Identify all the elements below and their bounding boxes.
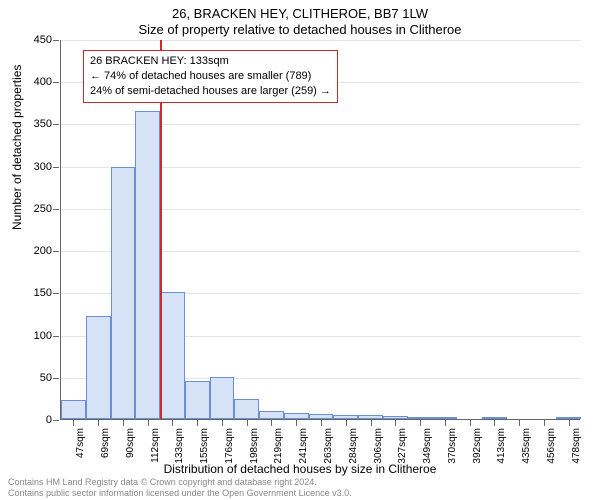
x-tick: [172, 420, 173, 426]
x-axis-title: Distribution of detached houses by size …: [0, 462, 600, 476]
histogram-bar: [383, 416, 408, 419]
y-tick: [53, 40, 59, 41]
x-tick: [470, 420, 471, 426]
annotation-line: 24% of semi-detached houses are larger (…: [90, 84, 331, 99]
histogram-bar: [333, 415, 358, 419]
annotation-line: ← 74% of detached houses are smaller (78…: [90, 69, 331, 84]
histogram-bar: [309, 414, 334, 419]
x-tick: [98, 420, 99, 426]
x-tick: [73, 420, 74, 426]
y-tick: [53, 167, 59, 168]
histogram-bar: [358, 415, 383, 419]
chart-title-address: 26, BRACKEN HEY, CLITHEROE, BB7 1LW: [0, 6, 600, 21]
histogram-bar: [556, 417, 581, 419]
y-tick-label: 100: [34, 330, 52, 342]
x-tick: [148, 420, 149, 426]
histogram-bar: [135, 111, 160, 419]
x-tick: [371, 420, 372, 426]
y-tick: [53, 82, 59, 83]
y-tick-label: 50: [40, 372, 52, 384]
histogram-bar: [185, 381, 210, 419]
histogram-bar: [234, 399, 259, 419]
annotation-box: 26 BRACKEN HEY: 133sqm← 74% of detached …: [83, 50, 338, 103]
histogram-bar: [210, 377, 235, 419]
x-tick: [247, 420, 248, 426]
x-tick: [346, 420, 347, 426]
y-tick: [53, 336, 59, 337]
footer-line-2: Contains public sector information licen…: [8, 488, 352, 498]
x-tick: [544, 420, 545, 426]
footer-line-1: Contains HM Land Registry data © Crown c…: [8, 477, 352, 487]
x-tick: [321, 420, 322, 426]
y-axis-title: Number of detached properties: [10, 65, 24, 230]
x-tick: [420, 420, 421, 426]
y-tick: [53, 124, 59, 125]
x-tick: [296, 420, 297, 426]
y-tick-label: 400: [34, 76, 52, 88]
histogram-bar: [111, 167, 136, 419]
histogram-bar: [160, 292, 185, 419]
histogram-bar: [408, 417, 433, 419]
x-tick: [123, 420, 124, 426]
y-tick-label: 0: [46, 414, 52, 426]
x-tick: [494, 420, 495, 426]
x-tick: [395, 420, 396, 426]
x-tick: [271, 420, 272, 426]
x-tick: [445, 420, 446, 426]
y-tick: [53, 209, 59, 210]
histogram-bar: [482, 417, 507, 419]
histogram-bar: [432, 417, 457, 419]
x-tick: [222, 420, 223, 426]
x-tick: [569, 420, 570, 426]
grid-line: [61, 40, 581, 41]
chart-container: { "header": { "address": "26, BRACKEN HE…: [0, 0, 600, 500]
y-tick: [53, 293, 59, 294]
histogram-bar: [259, 411, 284, 419]
y-tick: [53, 378, 59, 379]
x-tick: [197, 420, 198, 426]
footer-attribution: Contains HM Land Registry data © Crown c…: [8, 477, 352, 498]
annotation-line: 26 BRACKEN HEY: 133sqm: [90, 54, 331, 69]
y-tick: [53, 420, 59, 421]
y-tick-label: 450: [34, 34, 52, 46]
y-tick-label: 200: [34, 245, 52, 257]
y-tick-label: 150: [34, 287, 52, 299]
histogram-bar: [61, 400, 86, 419]
chart-subtitle: Size of property relative to detached ho…: [0, 22, 600, 37]
y-tick-label: 350: [34, 118, 52, 130]
y-tick-label: 250: [34, 203, 52, 215]
histogram-bar: [284, 413, 309, 419]
y-tick: [53, 251, 59, 252]
histogram-bar: [86, 316, 111, 419]
plot-area: 05010015020025030035040045047sqm69sqm90s…: [60, 40, 580, 420]
y-tick-label: 300: [34, 161, 52, 173]
x-tick: [519, 420, 520, 426]
